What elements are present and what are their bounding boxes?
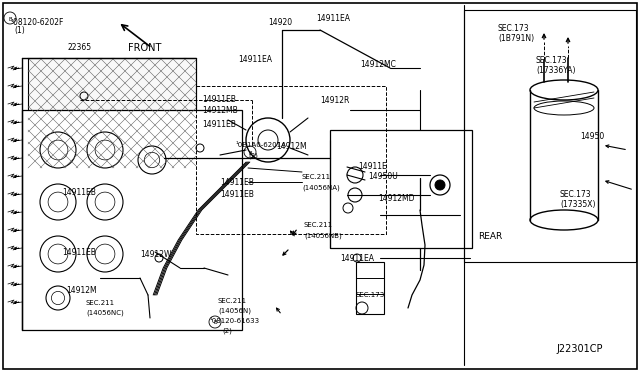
Text: SEC.173: SEC.173: [356, 292, 385, 298]
Text: (14056NB): (14056NB): [304, 232, 342, 238]
Text: 22365: 22365: [68, 43, 92, 52]
Text: SEC.211: SEC.211: [304, 222, 333, 228]
Bar: [22, 110, 242, 330]
Text: 14911EB: 14911EB: [62, 248, 96, 257]
Text: 14911EB: 14911EB: [202, 120, 236, 129]
Text: FRONT: FRONT: [128, 43, 161, 53]
Text: (1): (1): [14, 26, 25, 35]
Text: 14912M: 14912M: [66, 286, 97, 295]
Text: 14920: 14920: [268, 18, 292, 27]
Circle shape: [435, 180, 445, 190]
Text: 14911EA: 14911EA: [316, 14, 350, 23]
Text: B: B: [213, 321, 217, 326]
Text: 14911EB: 14911EB: [220, 190, 254, 199]
Text: 14950U: 14950U: [368, 172, 397, 181]
Text: 14911EA: 14911EA: [340, 254, 374, 263]
Text: B: B: [8, 16, 12, 22]
Text: SEC.211: SEC.211: [302, 174, 331, 180]
Text: 14912M: 14912M: [276, 142, 307, 151]
Bar: [464, 10, 636, 262]
Text: 14911EB: 14911EB: [62, 188, 96, 197]
Text: SEC.173: SEC.173: [498, 24, 530, 33]
Text: 14911E: 14911E: [358, 162, 387, 171]
Bar: [356, 262, 384, 314]
Bar: [196, 86, 386, 234]
Text: (17336YA): (17336YA): [536, 66, 575, 75]
Text: 14912R: 14912R: [320, 96, 349, 105]
Text: J22301CP: J22301CP: [556, 344, 602, 354]
Text: (2): (2): [222, 328, 232, 334]
Text: 14912MD: 14912MD: [378, 194, 415, 203]
Text: 14912W: 14912W: [140, 250, 172, 259]
Text: SEC.173: SEC.173: [536, 56, 568, 65]
Text: ¹08120-61633: ¹08120-61633: [210, 318, 260, 324]
Text: (14056NA): (14056NA): [302, 184, 340, 190]
Text: 14912MB: 14912MB: [202, 106, 237, 115]
Text: SEC.173: SEC.173: [560, 190, 591, 199]
Bar: [28, 58, 196, 168]
Bar: [330, 130, 472, 248]
Text: ¹08120-6202F: ¹08120-6202F: [10, 18, 63, 27]
Text: (2): (2): [248, 152, 258, 158]
Text: 14912MC: 14912MC: [360, 60, 396, 69]
Text: 14911EB: 14911EB: [220, 178, 254, 187]
Text: (1B791N): (1B791N): [498, 34, 534, 43]
Text: (17335X): (17335X): [560, 200, 595, 209]
Text: 14950: 14950: [580, 132, 604, 141]
Text: (14056N): (14056N): [218, 308, 251, 314]
Text: SEC.211: SEC.211: [86, 300, 115, 306]
Text: (14056NC): (14056NC): [86, 310, 124, 317]
Text: REAR: REAR: [478, 232, 502, 241]
Text: 14911EB: 14911EB: [202, 95, 236, 104]
Text: ¹0B1A0-6201A: ¹0B1A0-6201A: [236, 142, 287, 148]
Text: B: B: [248, 151, 252, 155]
Text: SEC.211: SEC.211: [218, 298, 247, 304]
Text: 14911EA: 14911EA: [238, 55, 272, 64]
